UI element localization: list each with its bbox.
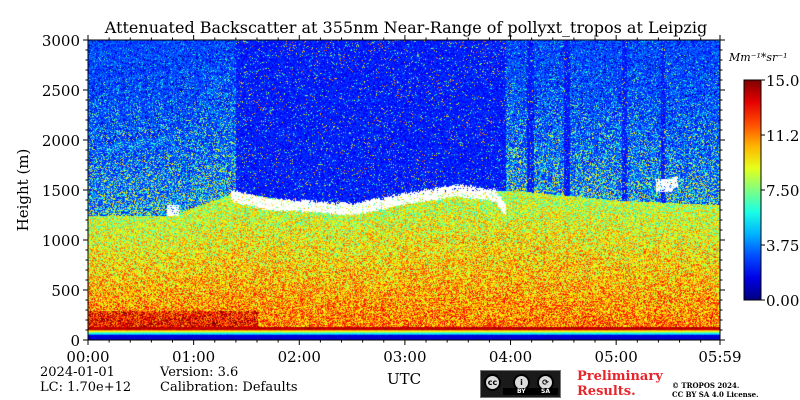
preliminary-notice: Preliminary Results.	[577, 369, 663, 399]
y-tick-label: 2500	[42, 82, 80, 100]
colorbar-tick-label: 7.50	[766, 182, 799, 200]
x-axis-label: UTC	[387, 370, 421, 388]
preliminary-line-2: Results.	[577, 384, 636, 399]
colorbar-tick-label: 3.75	[766, 237, 799, 255]
y-tick-label: 2000	[42, 132, 80, 150]
copyright-line-2: CC BY SA 4.0 License.	[672, 390, 759, 399]
colorbar-unit-label: Mm⁻¹*sr⁻¹	[728, 51, 788, 64]
x-tick-label: 05:00	[595, 348, 638, 366]
x-tick-label: 01:00	[172, 348, 215, 366]
cc-icon: cc	[484, 374, 501, 391]
x-tick-label: 03:00	[383, 348, 426, 366]
y-tick-label: 1500	[42, 182, 80, 200]
preliminary-line-1: Preliminary	[577, 369, 663, 384]
colorbar-tick-label: 0.00	[766, 292, 799, 310]
y-tick-label: 0	[70, 332, 80, 350]
x-tick-label: 05:59	[698, 348, 741, 366]
copyright-notice: © TROPOS 2024. CC BY SA 4.0 License.	[672, 381, 759, 399]
y-tick-label: 500	[51, 282, 80, 300]
colorbar-tick-label: 15.0	[766, 72, 799, 90]
version-label: Version: 3.6	[160, 365, 239, 380]
colorbar	[743, 79, 762, 301]
chart-title: Attenuated Backscatter at 355nm Near-Ran…	[104, 18, 707, 37]
heatmap-raster	[88, 40, 720, 340]
cc-license-badge: cc i ⟳ BY SA	[480, 370, 561, 398]
x-tick-label: 02:00	[278, 348, 321, 366]
date-label: 2024-01-01	[40, 365, 115, 380]
x-tick-label: 04:00	[489, 348, 532, 366]
y-axis-label: Height (m)	[14, 149, 32, 232]
y-tick-label: 3000	[42, 32, 80, 50]
strip-by-label: BY	[517, 388, 526, 395]
lidar-constant-label: LC: 1.70e+12	[40, 380, 132, 395]
license-strip: BY SA	[503, 388, 558, 395]
calibration-label: Calibration: Defaults	[160, 380, 298, 395]
x-tick-label: 00:00	[66, 348, 109, 366]
strip-sa-label: SA	[541, 388, 550, 395]
colorbar-tick-label: 11.2	[766, 127, 799, 145]
copyright-line-1: © TROPOS 2024.	[672, 381, 740, 390]
y-tick-label: 1000	[42, 232, 80, 250]
